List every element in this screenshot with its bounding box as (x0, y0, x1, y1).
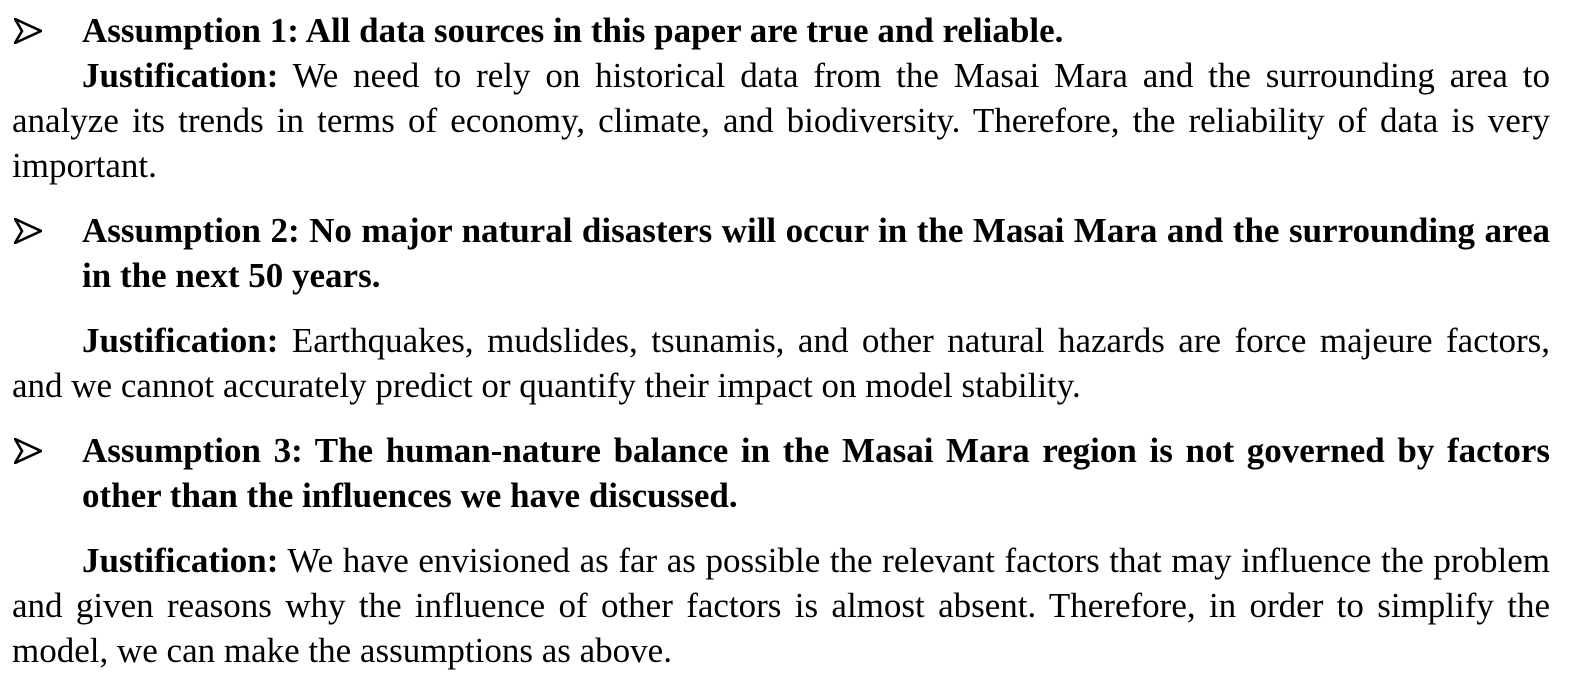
assumption-3: Assumption 3: The human-nature balance i… (12, 428, 1550, 518)
justification-1: Justification: We need to rely on histor… (12, 53, 1550, 188)
assumption-2-text: Assumption 2: No major natural disasters… (82, 211, 1550, 295)
justification-3-text: We have envisioned as far as possible th… (12, 541, 1550, 670)
justification-3: Justification: We have envisioned as far… (12, 538, 1550, 673)
assumption-1: Assumption 1: All data sources in this p… (12, 8, 1550, 53)
assumptions-section: Assumption 1: All data sources in this p… (12, 8, 1550, 673)
justification-2: Justification: Earthquakes, mudslides, t… (12, 318, 1550, 408)
justification-1-label: Justification: (82, 56, 279, 95)
justification-1-text: We need to rely on historical data from … (12, 56, 1550, 185)
justification-3-label: Justification: (82, 541, 279, 580)
arrow-bullet-icon (14, 428, 46, 473)
assumption-2: Assumption 2: No major natural disasters… (12, 208, 1550, 298)
assumption-3-text: Assumption 3: The human-nature balance i… (82, 431, 1550, 515)
arrow-bullet-icon (14, 8, 46, 53)
justification-2-text: Earthquakes, mudslides, tsunamis, and ot… (12, 321, 1550, 405)
arrow-bullet-icon (14, 208, 46, 253)
assumption-1-text: Assumption 1: All data sources in this p… (82, 11, 1064, 50)
justification-2-label: Justification: (82, 321, 279, 360)
